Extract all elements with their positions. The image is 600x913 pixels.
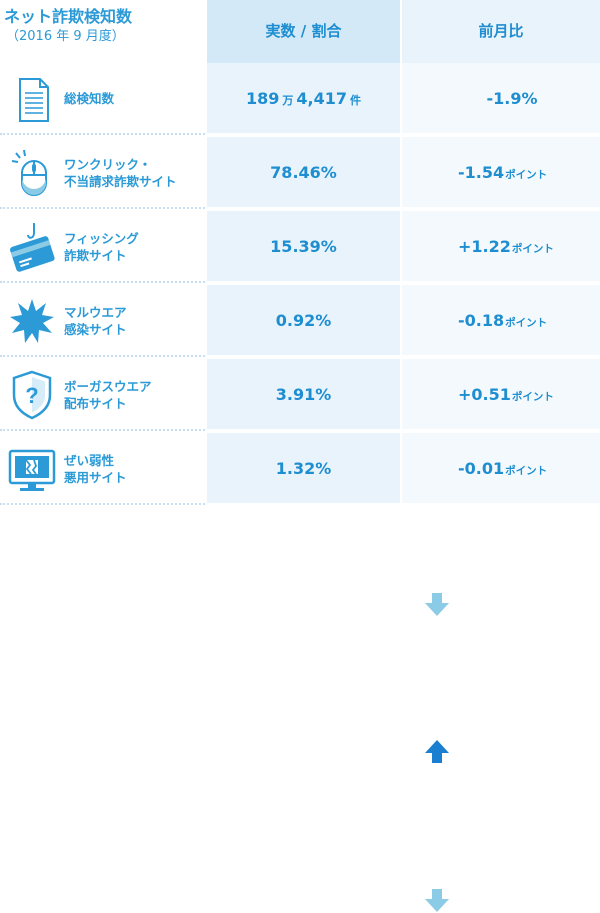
change-value: +1.22 (458, 237, 511, 256)
row-label-2: 感染サイト (64, 322, 127, 337)
value-unit-man: 万 (282, 94, 294, 107)
value-number-1: 189 (245, 89, 280, 108)
row-value-bg (207, 285, 400, 357)
row-label: ワンクリック・ (64, 157, 152, 172)
row-value-bg (207, 63, 400, 135)
row-change: +0.51ポイント (458, 359, 598, 431)
column-header-value: 実数 / 割合 (265, 22, 342, 40)
column-header-change: 前月比 (478, 22, 524, 40)
row-label-cell: フィッシング 詐欺サイト (0, 211, 205, 283)
table-row: ? ボーガスウエア 配布サイト 3.91% +0.51ポイント (0, 359, 600, 763)
table-header: ネット詐欺検知数 （2016 年 9 月度） 実数 / 割合 前月比 (0, 0, 600, 63)
row-value: 1.32% (275, 459, 332, 478)
table-row: ワンクリック・ 不当請求詐欺サイト 78.46% -1.54ポイント (0, 137, 600, 322)
value-unit-ken: 件 (350, 94, 361, 107)
page-subtitle: （2016 年 9 月度） (6, 29, 125, 44)
row-label-2: 配布サイト (64, 396, 127, 411)
row-change: -0.01ポイント (458, 433, 598, 505)
row-label: ボーガスウエア (64, 379, 152, 394)
row-change: -1.9% (452, 63, 572, 135)
row-label-2: 悪用サイト (64, 470, 127, 485)
table-row: フィッシング 詐欺サイト 15.39% +1.22ポイント (0, 211, 600, 467)
row-label-cell: ? ボーガスウエア 配布サイト (0, 359, 205, 431)
header-value-cell: 実数 / 割合 (207, 0, 400, 63)
malware-burst-icon (10, 299, 54, 343)
row-value-bg (207, 433, 400, 505)
arrow-down-icon (425, 889, 449, 912)
row-change-bg (402, 359, 600, 431)
row-value: 15.39% (270, 237, 337, 256)
credit-card-hook-icon (10, 223, 55, 272)
row-change-bg (402, 63, 600, 135)
row-value-bg (207, 211, 400, 283)
header-change-cell: 前月比 (402, 0, 600, 63)
change-unit: ポイント (511, 391, 554, 403)
arrow-up-icon (425, 740, 449, 763)
row-label: 総検知数 (64, 91, 115, 106)
change-unit: ポイント (505, 317, 548, 329)
row-label-cell: 総検知数 (0, 63, 205, 135)
page-title: ネット詐欺検知数 (4, 7, 133, 26)
document-icon (19, 78, 49, 122)
row-value: 0.92% (275, 311, 332, 330)
change-value: -1.54 (458, 163, 505, 182)
change-value: -0.01 (458, 459, 505, 478)
table-row: マルウエア 感染サイト 0.92% -0.18ポイント (0, 285, 600, 616)
row-label: ぜい弱性 (64, 453, 115, 468)
row-label-cell: ぜい弱性 悪用サイト (0, 433, 205, 505)
mouse-click-icon (11, 149, 47, 196)
change-value: +0.51 (458, 385, 511, 404)
row-label: フィッシング (64, 231, 139, 246)
row-label: マルウエア (64, 305, 127, 320)
header-title-cell: ネット詐欺検知数 （2016 年 9 月度） (0, 0, 205, 63)
change-unit: ポイント (511, 243, 554, 255)
change-value: -1.9% (486, 89, 538, 108)
row-change-bg (402, 433, 600, 505)
row-change-bg (402, 137, 600, 209)
row-change-bg (402, 211, 600, 283)
row-change: -1.54ポイント (458, 137, 598, 209)
row-change-bg (402, 285, 600, 357)
table-row: ぜい弱性 悪用サイト 1.32% -0.01ポイント (0, 433, 600, 912)
row-change: -0.18ポイント (458, 285, 598, 357)
row-change: +1.22ポイント (458, 211, 598, 283)
value-number-2: 4,417 (296, 89, 347, 108)
row-label-cell: マルウエア 感染サイト (0, 285, 205, 357)
arrow-down-icon (425, 593, 449, 616)
broken-monitor-icon (8, 449, 56, 491)
table-row: 総検知数 189 万 4,417 件 -1.9% (0, 63, 600, 174)
shield-question-icon: ? (12, 370, 52, 420)
change-value: -0.18 (458, 311, 505, 330)
row-value: 78.46% (270, 163, 337, 182)
change-unit: ポイント (505, 465, 548, 477)
change-unit: ポイント (505, 169, 548, 181)
row-label-2: 不当請求詐欺サイト (64, 174, 177, 189)
row-value-bg (207, 137, 400, 209)
svg-text:?: ? (25, 383, 38, 408)
row-value-bg (207, 359, 400, 431)
row-label-2: 詐欺サイト (64, 248, 127, 263)
row-value: 189 万 4,417 件 (207, 63, 400, 135)
row-value: 3.91% (275, 385, 332, 404)
row-label-cell: ワンクリック・ 不当請求詐欺サイト (0, 137, 205, 209)
